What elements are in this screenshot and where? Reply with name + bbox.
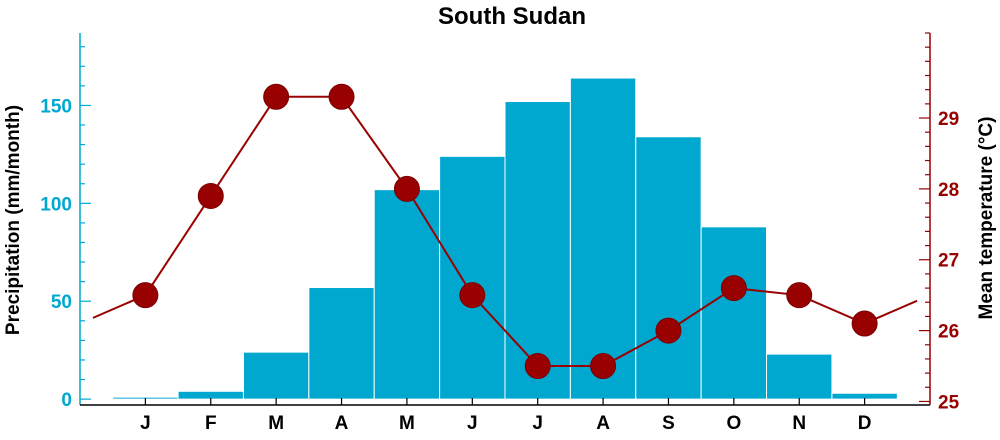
- right-tick-label: 29: [938, 109, 959, 130]
- month-label: A: [335, 413, 349, 434]
- temp-point: [524, 353, 551, 380]
- month-label: J: [467, 413, 478, 434]
- temp-point: [197, 182, 224, 209]
- month-label: S: [662, 413, 675, 434]
- month-label: J: [532, 413, 543, 434]
- right-tick-label: 28: [938, 180, 959, 201]
- month-label: F: [205, 413, 217, 434]
- month-label: O: [726, 413, 741, 434]
- month-label: M: [399, 413, 415, 434]
- temp-point: [655, 317, 682, 344]
- precip-bar: [569, 77, 637, 400]
- left-axis-title: Precipitation (mm/month): [3, 105, 24, 335]
- left-axis: 0 50 100 150: [40, 46, 91, 411]
- precip-bar: [242, 351, 310, 400]
- temp-point: [459, 282, 486, 309]
- right-tick-label: 26: [938, 322, 959, 343]
- month-label: N: [792, 413, 806, 434]
- temp-point: [720, 275, 747, 302]
- right-tick-label: 27: [938, 251, 959, 272]
- precip-bar: [308, 287, 375, 400]
- left-tick-label: 100: [40, 194, 72, 215]
- right-axis-title: Mean temperature (°C): [976, 117, 997, 320]
- precip-bar: [373, 189, 441, 400]
- month-label: J: [140, 413, 151, 434]
- right-axis: 25 26 27 28 29: [919, 32, 960, 413]
- chart-title: South Sudan: [438, 3, 586, 30]
- precip-bar: [439, 155, 506, 400]
- precip-bar: [766, 353, 833, 400]
- left-tick-label: 150: [40, 96, 72, 117]
- left-tick-label: 50: [51, 292, 72, 313]
- month-label: D: [858, 413, 872, 434]
- temp-line-layer: [92, 83, 918, 380]
- temp-point: [851, 310, 878, 337]
- month-label: A: [596, 413, 610, 434]
- precip-bar: [635, 136, 702, 400]
- temp-point: [132, 282, 159, 309]
- temp-point: [328, 83, 355, 110]
- precip-bars: [112, 77, 898, 400]
- plot-frame: [79, 33, 931, 406]
- left-tick-label: 0: [61, 390, 72, 411]
- temp-point: [393, 175, 420, 202]
- temp-point: [786, 282, 813, 309]
- temp-point: [263, 83, 290, 110]
- month-label: M: [268, 413, 284, 434]
- right-tick-label: 25: [938, 392, 960, 413]
- temp-point: [590, 353, 617, 380]
- precip-bar: [177, 390, 244, 400]
- precip-bar: [700, 226, 768, 400]
